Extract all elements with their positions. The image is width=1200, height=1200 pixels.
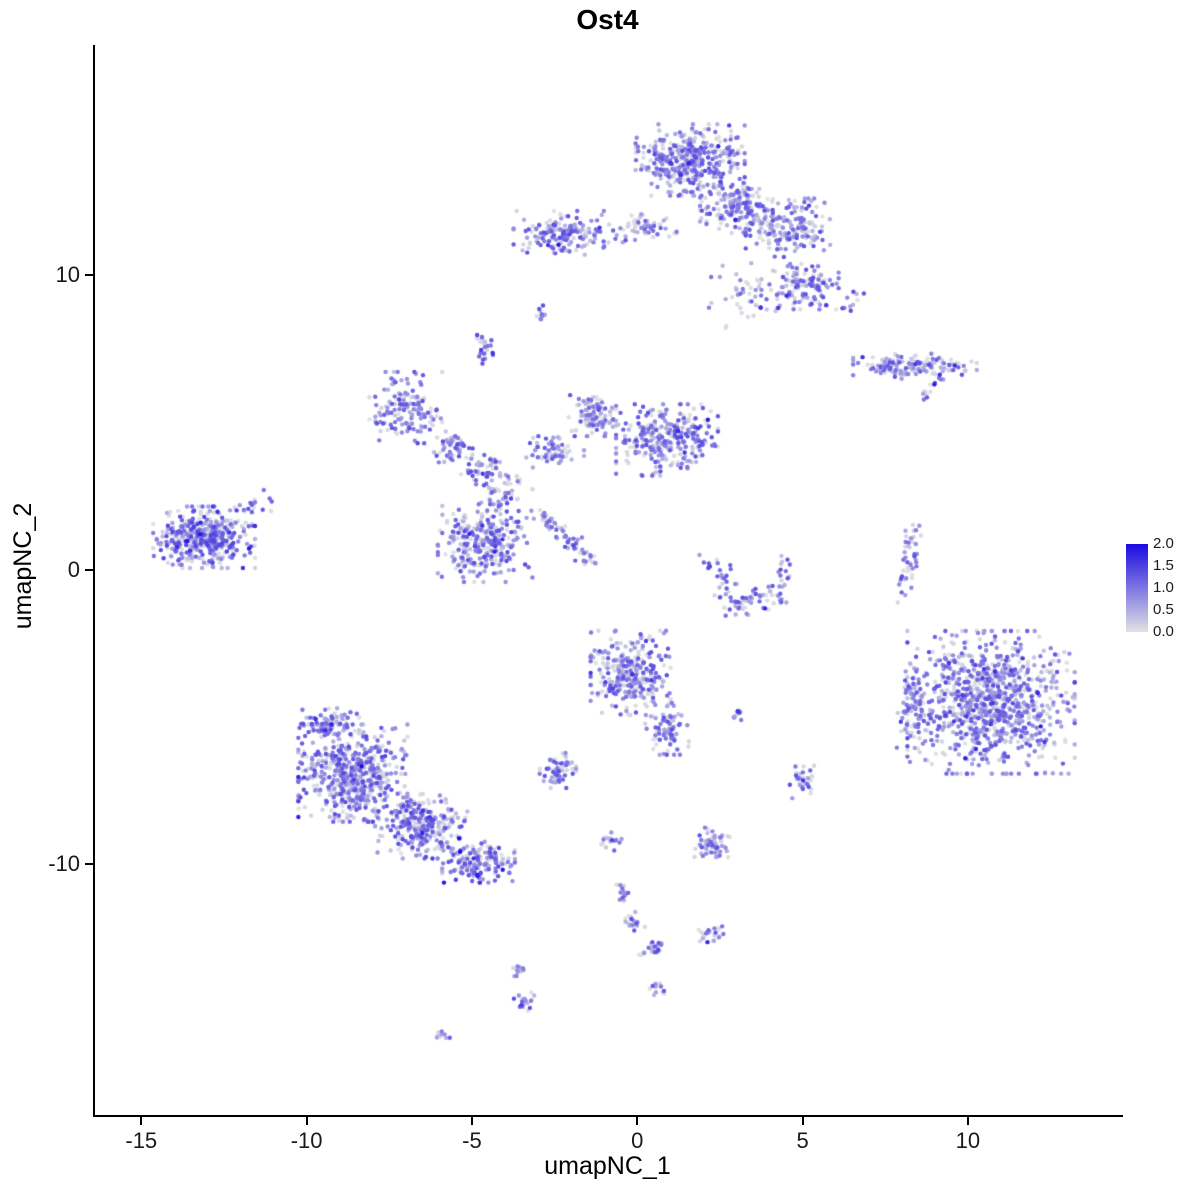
x-tick-mark: [305, 1117, 308, 1125]
colorbar-tick-label: 1.0: [1153, 579, 1174, 596]
x-axis-line: [93, 1115, 1123, 1117]
y-tick-label: -10: [48, 851, 80, 877]
x-axis-label: umapNC_1: [544, 1152, 671, 1180]
y-axis-label: umapNC_2: [9, 502, 37, 630]
x-tick-label: 0: [631, 1128, 644, 1153]
colorbar-gradient: [1126, 544, 1148, 632]
y-tick-label: 10: [55, 261, 80, 287]
y-tick-label: 0: [67, 556, 80, 582]
y-tick-mark: [85, 568, 93, 571]
x-tick-label: -5: [462, 1128, 482, 1153]
x-tick-label: -10: [290, 1128, 323, 1153]
y-tick-mark: [85, 863, 93, 866]
y-axis-line: [93, 45, 95, 1117]
x-tick-mark: [636, 1117, 639, 1125]
colorbar-tick-label: 2.0: [1153, 535, 1174, 552]
x-tick-label: 5: [796, 1128, 809, 1153]
x-tick-label: 10: [955, 1128, 981, 1153]
plot-title: Ost4: [576, 4, 639, 35]
colorbar-tick-label: 0.0: [1153, 623, 1174, 640]
colorbar-legend: 2.0 1.5 1.0 0.5 0.0: [1126, 536, 1200, 640]
x-tick-label: -15: [125, 1128, 158, 1153]
colorbar-tick-label: 1.5: [1153, 557, 1174, 574]
x-tick-mark: [470, 1117, 473, 1125]
colorbar-tick-label: 0.5: [1153, 601, 1174, 618]
x-tick-mark: [140, 1117, 143, 1125]
x-tick-mark: [801, 1117, 804, 1125]
x-tick-mark: [966, 1117, 969, 1125]
y-tick-mark: [85, 273, 93, 276]
